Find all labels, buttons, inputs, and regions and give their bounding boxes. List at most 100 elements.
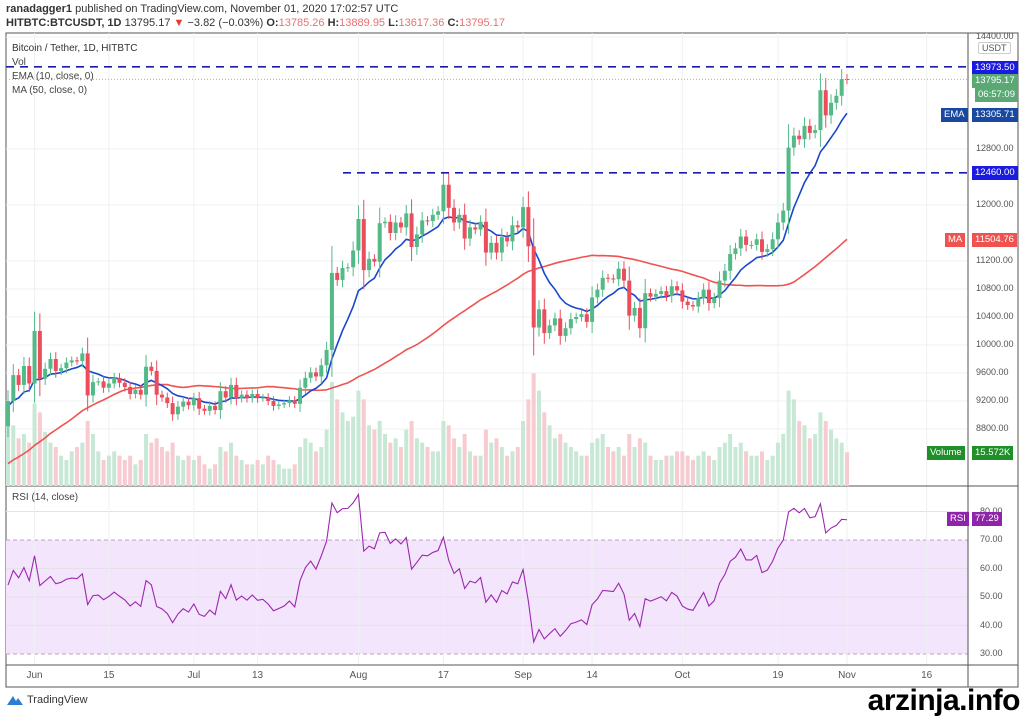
volume-bar <box>388 442 393 486</box>
volume-bar <box>775 442 780 486</box>
volume-bar <box>462 434 467 486</box>
legend-rsi[interactable]: RSI (14, close) <box>12 492 79 503</box>
volume-value-tag: 15.572K <box>972 446 1014 460</box>
time-tick-label: Sep <box>514 670 532 681</box>
volume-bar <box>239 460 244 486</box>
volume-bar <box>749 455 754 486</box>
candle-body <box>765 249 770 252</box>
ohlc-line: HITBTC:BTCUSDT, 1D 13795.17 ▼ −3.82 (−0.… <box>6 17 505 29</box>
candle-body <box>542 309 547 334</box>
candle-body <box>781 210 786 223</box>
candle-body <box>754 239 759 245</box>
volume-bar <box>303 438 308 486</box>
volume-bar <box>807 438 812 486</box>
candle-body <box>770 239 775 250</box>
volume-bar <box>579 455 584 486</box>
candle-body <box>351 250 356 268</box>
volume-bar <box>159 447 164 486</box>
price-tick-label: 10800.00 <box>976 283 1014 293</box>
rsi-tick-label: 60.00 <box>980 562 1003 573</box>
candle-body <box>457 214 462 223</box>
time-tick-label: 17 <box>437 670 449 681</box>
candle-body <box>69 360 74 363</box>
volume-bar <box>738 442 743 486</box>
candle-body <box>372 258 377 262</box>
candle-body <box>80 353 85 362</box>
countdown-tag: 06:57:09 <box>975 88 1018 102</box>
volume-bar <box>441 421 446 486</box>
chart-title: Bitcoin / Tether, 1D, HITBTC <box>12 43 138 54</box>
candle-body <box>775 222 780 240</box>
candle-body <box>335 272 340 280</box>
candle-body <box>388 221 393 233</box>
volume-bar <box>244 464 249 486</box>
candle-body <box>648 293 653 297</box>
volume-bar <box>404 429 409 486</box>
volume-bar <box>685 455 690 486</box>
candle-body <box>813 130 818 133</box>
volume-bar <box>606 447 611 486</box>
rsi-value-tag: 77.29 <box>972 512 1002 526</box>
candle-body <box>303 377 308 388</box>
volume-bar <box>590 442 595 486</box>
volume-bar <box>818 412 823 486</box>
candle-body <box>722 270 727 281</box>
legend-ema[interactable]: EMA (10, close, 0) <box>12 71 94 82</box>
candle-body <box>383 221 388 224</box>
candle-body <box>59 368 64 371</box>
last-price: 13795.17 <box>124 17 171 29</box>
candle-body <box>728 254 733 271</box>
rsi-line <box>7 492 848 644</box>
volume-tag: Volume <box>927 446 965 460</box>
volume-bar <box>202 464 207 486</box>
volume-bar <box>627 434 632 486</box>
brand-name: TradingView <box>27 694 88 706</box>
volume-bar <box>409 421 414 486</box>
volume-bar <box>335 399 340 486</box>
candle-body <box>430 214 435 222</box>
volume-bar <box>531 373 536 486</box>
legend-vol[interactable]: Vol <box>12 57 26 68</box>
ema-tag: EMA <box>941 108 968 122</box>
author[interactable]: ranadagger1 <box>6 3 73 15</box>
volume-bar <box>383 434 388 486</box>
candle-body <box>223 391 228 398</box>
price-tick-label: 9200.00 <box>976 395 1009 405</box>
volume-bar <box>351 416 356 486</box>
candle-body <box>202 408 207 411</box>
candle-body <box>515 225 520 228</box>
volume-bar <box>144 434 149 486</box>
volume-bar <box>600 434 605 486</box>
candle-body <box>558 318 563 336</box>
candle-body <box>266 397 271 401</box>
candle-body <box>791 135 796 148</box>
high-value: 13889.95 <box>339 17 386 29</box>
tradingview-logo[interactable]: TradingView <box>6 694 88 706</box>
volume-bar <box>701 451 706 486</box>
candle-body <box>733 248 738 254</box>
volume-bar <box>85 421 90 486</box>
volume-bar <box>75 447 80 486</box>
volume-bar <box>829 429 834 486</box>
volume-bar <box>292 464 297 486</box>
candle-body <box>526 207 531 247</box>
volume-bar <box>313 451 318 486</box>
candle-body <box>367 258 372 271</box>
candle-body <box>616 268 621 280</box>
volume-bar <box>696 455 701 486</box>
volume-bar <box>138 460 143 486</box>
volume-bar <box>765 460 770 486</box>
candle-body <box>175 406 180 415</box>
volume-bar <box>797 421 802 486</box>
volume-bar <box>483 429 488 486</box>
volume-bar <box>494 438 499 486</box>
candle-body <box>590 297 595 322</box>
volume-bar <box>191 460 196 486</box>
legend-ma[interactable]: MA (50, close, 0) <box>12 85 88 96</box>
candle-body <box>324 349 329 366</box>
candle-body <box>287 400 292 404</box>
volume-bar <box>367 425 372 486</box>
volume-bar <box>664 455 669 486</box>
published-text: published on TradingView.com, November 0… <box>75 3 399 15</box>
